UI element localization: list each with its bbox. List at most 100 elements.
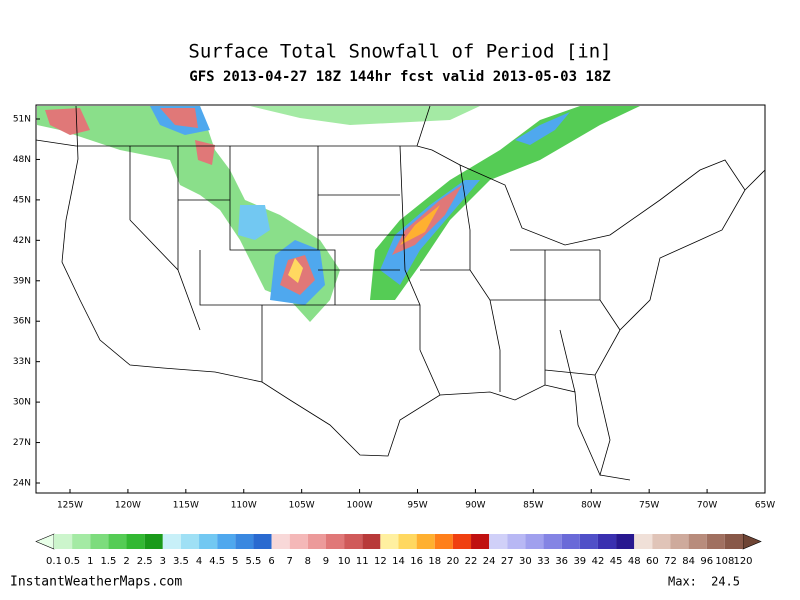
colorbar-label: 120 [733, 556, 752, 567]
colorbar-box [235, 534, 254, 549]
us-outline [61, 105, 746, 477]
lon-label: 105W [289, 501, 315, 511]
lon-label: 75W [639, 501, 659, 511]
lon-label: 90W [465, 501, 485, 511]
state-lines [129, 145, 621, 396]
lat-label: 42N [13, 236, 31, 246]
colorbar-label: 4 [196, 556, 202, 567]
snow-area [515, 112, 570, 145]
lon-label: 80W [581, 501, 601, 511]
lon-label: 95W [407, 501, 427, 511]
colorbar-label: 10 [338, 556, 351, 567]
snow-area [400, 205, 440, 245]
colorbar-label: 1.5 [100, 556, 116, 567]
colorbar-box [289, 534, 308, 549]
colorbar-box [144, 534, 163, 549]
colorbar-label: 3.5 [173, 556, 189, 567]
axis-labels: 51N 48N 45N 42N 39N 36N 33N 30N 27N 24N 125W 120W 11… [13, 115, 775, 511]
colorbar-box [416, 534, 435, 549]
colorbar-label: 1 [87, 556, 93, 567]
colorbar-box [217, 534, 236, 549]
max-value: 24.5 [711, 575, 740, 589]
colorbar-box [471, 534, 490, 549]
colorbar-box [434, 534, 453, 549]
map-area [35, 104, 766, 494]
lon-label: 120W [115, 501, 141, 511]
colorbar-box [561, 534, 580, 549]
lat-label: 33N [13, 357, 31, 367]
colorbar-box [688, 534, 707, 549]
snow-area [45, 108, 90, 135]
colorbar-label: 45 [610, 556, 623, 567]
colorbar-label: 36 [555, 556, 568, 567]
lon-label: 110W [231, 501, 257, 511]
colorbar-box [253, 534, 272, 549]
colorbar-label: 8 [305, 556, 311, 567]
colorbar-box [525, 534, 544, 549]
colorbar-box [90, 534, 109, 549]
lat-label: 51N [13, 115, 31, 125]
lat-label: 27N [13, 438, 31, 448]
colorbar-label: 48 [628, 556, 641, 567]
site-credit: InstantWeatherMaps.com [10, 575, 182, 590]
colorbar-box [652, 534, 671, 549]
colorbar-label: 0.1 [46, 556, 62, 567]
colorbar-label: 5.5 [245, 556, 261, 567]
lat-label: 45N [13, 195, 31, 205]
snow-area [250, 106, 480, 125]
colorbar-box [362, 534, 381, 549]
lat-label: 39N [13, 276, 31, 286]
colorbar-label: 42 [592, 556, 605, 567]
colorbar-label: 60 [646, 556, 659, 567]
lat-label: 24N [13, 479, 31, 489]
colorbar-label: 39 [573, 556, 586, 567]
snow-area [238, 205, 270, 240]
colorbar-label: 0.5 [64, 556, 80, 567]
colorbar-label: 33 [537, 556, 550, 567]
map-subtitle: GFS 2013-04-27 18Z 144hr fcst valid 2013… [189, 69, 610, 85]
colorbar-box [579, 534, 598, 549]
lat-label: 36N [13, 317, 31, 327]
lon-label: 70W [697, 501, 717, 511]
colorbar-label: 6 [268, 556, 274, 567]
lon-label: 65W [755, 501, 775, 511]
lat-label: 30N [13, 398, 31, 408]
colorbar-label: 12 [374, 556, 387, 567]
colorbar-box [180, 534, 200, 549]
lat-label: 48N [13, 155, 31, 165]
colorbar-label: 18 [428, 556, 441, 567]
colorbar-label: 2 [123, 556, 129, 567]
snow-area [160, 108, 198, 128]
snow-areas [37, 106, 640, 322]
colorbar-box [307, 534, 326, 549]
colorbar-label: 11 [356, 556, 369, 567]
snow-area [37, 106, 340, 322]
lon-label: 125W [57, 501, 83, 511]
colorbar-label: 16 [410, 556, 423, 567]
colorbar-label: 30 [519, 556, 532, 567]
colorbar-box [54, 534, 73, 549]
snow-area [288, 258, 303, 283]
colorbar-box [616, 534, 635, 549]
colorbar-box [507, 534, 526, 549]
colorbar-box [126, 534, 145, 549]
colorbar-box [706, 534, 725, 549]
colorbar-label: 5 [232, 556, 238, 567]
colorbar-label: 4.5 [209, 556, 225, 567]
colorbar-box [489, 534, 508, 549]
colorbar-label: 3 [160, 556, 166, 567]
colorbar-box [325, 534, 345, 549]
colorbar-label: 108 [715, 556, 734, 567]
colorbar-box [108, 534, 127, 549]
snow-area [380, 180, 480, 285]
colorbar-label: 20 [447, 556, 460, 567]
map-title: Surface Total Snowfall of Period [in] [188, 41, 611, 63]
colorbar-label: 24 [483, 556, 496, 567]
colorbar-box [670, 534, 689, 549]
colorbar-label: 9 [323, 556, 329, 567]
colorbar-box [72, 534, 91, 549]
colorbar-box [199, 534, 218, 549]
colorbar-label: 2.5 [137, 556, 153, 567]
map-frame [35, 104, 766, 494]
